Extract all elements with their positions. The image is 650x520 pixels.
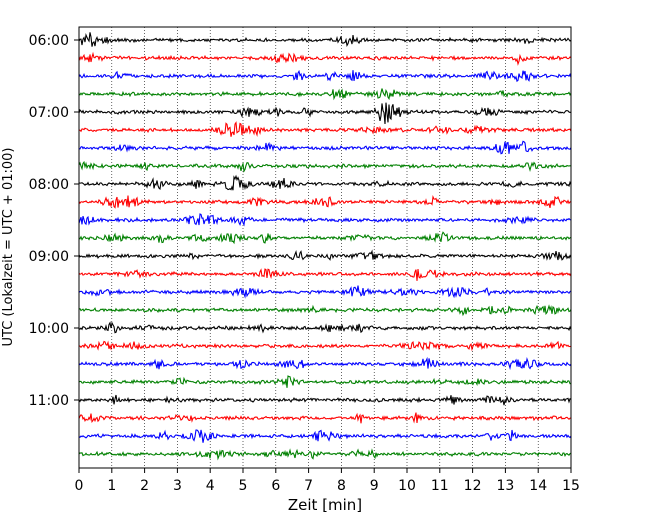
x-tick-label: 3 (173, 478, 182, 494)
y-axis: 06:00 07:00 08:00 09:00 10:00 11:00 (29, 33, 79, 409)
x-tick-label: 15 (562, 478, 580, 494)
y-tick-label: 06:00 (29, 33, 69, 49)
trace-0830 (78, 213, 572, 227)
y-tick-label: 08:00 (29, 177, 69, 193)
trace-0615 (78, 51, 572, 66)
x-tick-label: 10 (398, 478, 416, 494)
trace-0730 (78, 140, 572, 155)
trace-0630 (78, 69, 572, 83)
trace-0645 (78, 88, 572, 101)
x-tick-label: 7 (304, 478, 313, 494)
trace-1145 (78, 448, 572, 461)
trace-0715 (78, 121, 572, 138)
trace-0845 (78, 231, 572, 245)
x-tick-label: 14 (529, 478, 547, 494)
plot-area (79, 27, 571, 468)
x-axis: 0 1 2 3 4 5 6 7 8 9 10 11 12 13 14 15 (75, 468, 580, 494)
x-tick-label: 5 (239, 478, 248, 494)
x-tick-label: 13 (496, 478, 514, 494)
trace-0815 (78, 195, 572, 209)
y-tick-label: 07:00 (29, 105, 69, 121)
x-tick-label: 4 (206, 478, 215, 494)
x-tick-label: 2 (140, 478, 149, 494)
x-tick-label: 6 (271, 478, 280, 494)
x-tick-label: 9 (370, 478, 379, 494)
x-axis-label: Zeit [min] (288, 496, 362, 514)
trace-0930 (78, 285, 572, 299)
trace-0700 (78, 102, 572, 124)
trace-0915 (78, 268, 572, 281)
y-tick-label: 10:00 (29, 321, 69, 337)
x-tick-label: 0 (75, 478, 84, 494)
trace-1030 (78, 356, 572, 371)
trace-1015 (78, 340, 572, 352)
x-tick-label: 12 (464, 478, 482, 494)
trace-1000 (78, 321, 572, 334)
trace-1130 (78, 429, 572, 443)
y-tick-label: 09:00 (29, 249, 69, 265)
y-tick-label: 11:00 (29, 393, 69, 409)
trace-1115 (78, 412, 572, 424)
trace-group (78, 32, 572, 461)
trace-0945 (78, 304, 572, 317)
x-tick-label: 11 (431, 478, 449, 494)
trace-0800 (78, 174, 572, 191)
plot-frame (78, 26, 572, 469)
y-axis-label: UTC (Lokalzeit = UTC + 01:00) (1, 148, 16, 347)
trace-0600 (78, 32, 572, 48)
trace-1045 (78, 375, 572, 388)
trace-0745 (78, 160, 572, 173)
x-tick-label: 8 (337, 478, 346, 494)
trace-0900 (78, 249, 572, 261)
x-tick-label: 1 (107, 478, 116, 494)
trace-1100 (78, 394, 572, 406)
